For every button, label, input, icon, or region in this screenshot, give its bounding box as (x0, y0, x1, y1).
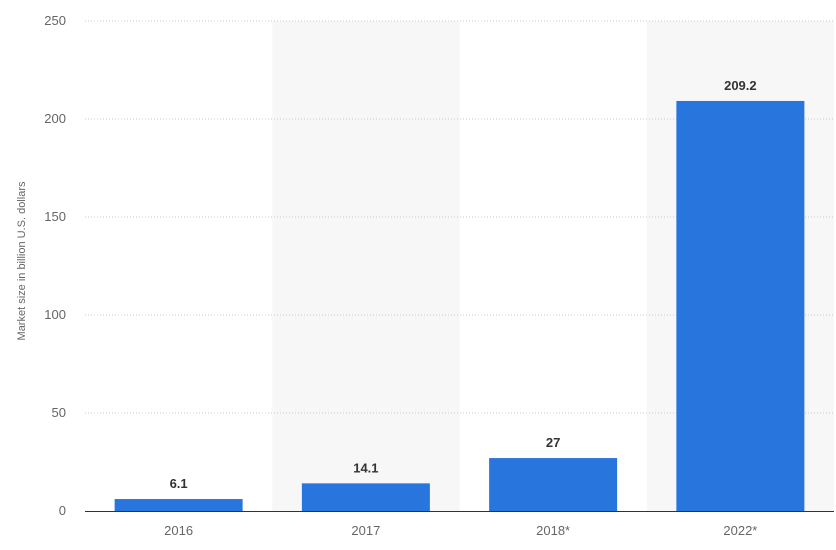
bar (301, 483, 430, 511)
y-tick-label: 0 (59, 503, 66, 518)
bar (676, 100, 805, 511)
category-band (272, 21, 460, 511)
bar (489, 458, 618, 511)
data-label: 14.1 (353, 460, 378, 475)
x-tick-label: 2022* (723, 523, 757, 538)
y-tick-labels: 0 50 100 150 200 250 (44, 13, 66, 518)
bars (114, 100, 805, 511)
x-tick-label: 2016 (164, 523, 193, 538)
data-label: 6.1 (170, 476, 188, 491)
y-axis-title: Market size in billion U.S. dollars (16, 181, 28, 340)
y-tick-label: 50 (52, 405, 66, 420)
x-tick-labels: 2016 2017 2018* 2022* (164, 523, 757, 538)
bar (114, 499, 243, 511)
x-tick-label: 2017 (351, 523, 380, 538)
y-tick-label: 100 (44, 307, 66, 322)
data-label: 209.2 (724, 78, 757, 93)
x-tick-label: 2018* (536, 523, 570, 538)
y-tick-label: 250 (44, 13, 66, 28)
data-label: 27 (546, 435, 560, 450)
y-tick-label: 200 (44, 111, 66, 126)
data-labels: 6.1 14.1 27 209.2 (170, 78, 757, 491)
y-tick-label: 150 (44, 209, 66, 224)
